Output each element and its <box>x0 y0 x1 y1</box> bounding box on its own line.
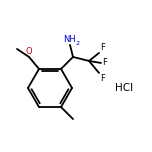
Text: O: O <box>26 47 32 56</box>
Text: F: F <box>100 43 105 52</box>
Text: F: F <box>100 74 105 83</box>
Text: 2: 2 <box>76 41 80 46</box>
Text: NH: NH <box>64 35 76 44</box>
Text: F: F <box>102 59 107 67</box>
Text: HCl: HCl <box>115 83 133 93</box>
